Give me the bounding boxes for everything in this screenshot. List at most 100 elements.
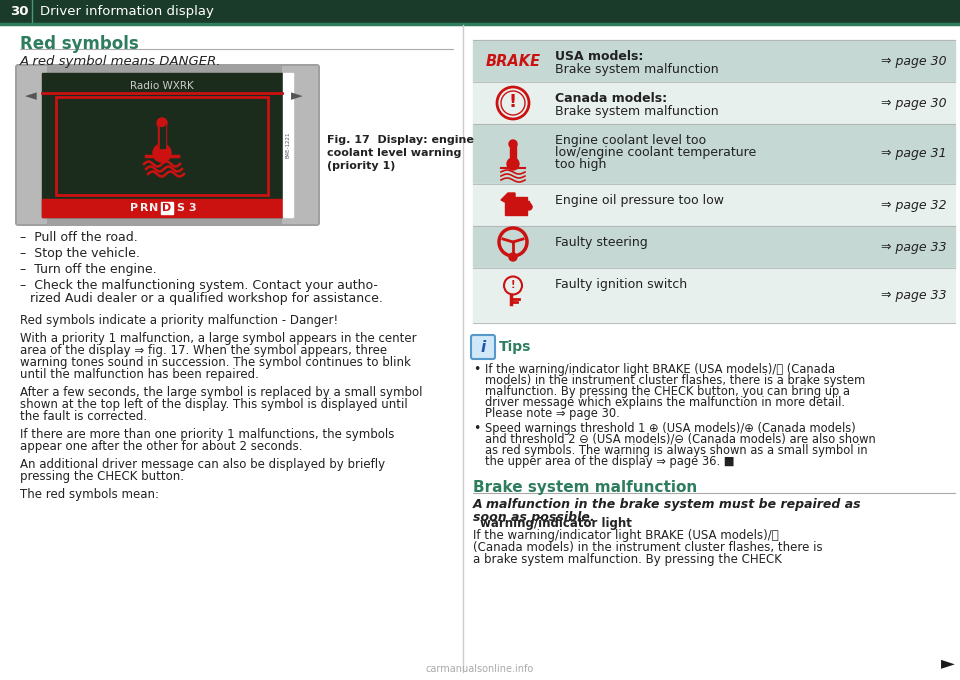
Text: !: ! xyxy=(511,279,516,290)
Text: P: P xyxy=(130,203,138,213)
Text: •: • xyxy=(473,422,480,435)
Text: soon as possible.: soon as possible. xyxy=(473,511,594,524)
Text: and threshold 2 ⊖ (USA models)/⊖ (Canada models) are also shown: and threshold 2 ⊖ (USA models)/⊖ (Canada… xyxy=(485,433,876,446)
Bar xyxy=(42,73,282,217)
FancyBboxPatch shape xyxy=(471,335,495,359)
Text: Driver information display: Driver information display xyxy=(40,5,214,18)
Text: ⇒ page 31: ⇒ page 31 xyxy=(881,148,947,160)
Text: After a few seconds, the large symbol is replaced by a small symbol: After a few seconds, the large symbol is… xyxy=(20,386,422,399)
Text: Speed warnings threshold 1 ⊕ (USA models)/⊕ (Canada models): Speed warnings threshold 1 ⊕ (USA models… xyxy=(485,422,855,435)
Text: (Canada models) in the instrument cluster flashes, there is: (Canada models) in the instrument cluste… xyxy=(473,541,823,554)
Text: malfunction. By pressing the CHECK button, you can bring up a: malfunction. By pressing the CHECK butto… xyxy=(485,385,850,398)
Text: Canada models:: Canada models: xyxy=(555,92,667,105)
Text: USA models:: USA models: xyxy=(555,50,643,63)
Text: –  Check the malfunctioning system. Contact your autho-: – Check the malfunctioning system. Conta… xyxy=(20,279,378,292)
Circle shape xyxy=(507,158,519,170)
Bar xyxy=(505,197,527,215)
Circle shape xyxy=(157,118,167,128)
Text: If the warning/indicator light BRAKE (USA models)/Ⓘ: If the warning/indicator light BRAKE (US… xyxy=(473,529,779,542)
Text: B4E-1221: B4E-1221 xyxy=(285,132,291,158)
Text: area of the display ⇒ fig. 17. When the symbol appears, three: area of the display ⇒ fig. 17. When the … xyxy=(20,344,387,357)
Circle shape xyxy=(153,144,171,162)
Text: a brake system malfunction. By pressing the CHECK: a brake system malfunction. By pressing … xyxy=(473,553,781,566)
Text: 3: 3 xyxy=(188,203,196,213)
Text: as red symbols. The warning is always shown as a small symbol in: as red symbols. The warning is always sh… xyxy=(485,444,868,457)
Text: ◄: ◄ xyxy=(25,88,36,103)
Text: driver message which explains the malfunction in more detail.: driver message which explains the malfun… xyxy=(485,396,845,409)
Text: warning tones sound in succession. The symbol continues to blink: warning tones sound in succession. The s… xyxy=(20,356,411,369)
Text: ⇒ page 30: ⇒ page 30 xyxy=(881,54,947,67)
Text: the upper area of the display ⇒ page 36. ■: the upper area of the display ⇒ page 36.… xyxy=(485,455,734,468)
Bar xyxy=(159,123,164,148)
Bar xyxy=(42,199,282,217)
Bar xyxy=(56,97,268,195)
FancyBboxPatch shape xyxy=(15,64,320,226)
Text: Please note ⇒ page 30.: Please note ⇒ page 30. xyxy=(485,407,620,420)
Text: ⇒ page 32: ⇒ page 32 xyxy=(881,199,947,211)
Text: the fault is corrected.: the fault is corrected. xyxy=(20,410,147,423)
Text: –  Stop the vehicle.: – Stop the vehicle. xyxy=(20,247,140,260)
Text: Red symbols indicate a priority malfunction - Danger!: Red symbols indicate a priority malfunct… xyxy=(20,314,338,327)
Bar xyxy=(161,202,173,214)
Text: models) in the instrument cluster flashes, there is a brake system: models) in the instrument cluster flashe… xyxy=(485,374,865,387)
Text: Engine oil pressure too low: Engine oil pressure too low xyxy=(555,194,724,207)
Text: until the malfunction has been repaired.: until the malfunction has been repaired. xyxy=(20,368,259,381)
Text: ⇒ page 33: ⇒ page 33 xyxy=(881,289,947,302)
Text: warning/indicator light: warning/indicator light xyxy=(480,517,632,530)
Text: An additional driver message can also be displayed by briefly: An additional driver message can also be… xyxy=(20,458,385,471)
Text: D: D xyxy=(162,203,172,213)
Bar xyxy=(0,0,960,23)
Text: With a priority 1 malfunction, a large symbol appears in the center: With a priority 1 malfunction, a large s… xyxy=(20,332,417,345)
Text: Faulty ignition switch: Faulty ignition switch xyxy=(555,278,687,291)
Text: !: ! xyxy=(509,93,517,111)
Text: Brake system malfunction: Brake system malfunction xyxy=(473,480,697,495)
Text: N: N xyxy=(150,203,158,213)
Bar xyxy=(510,144,516,164)
Text: shown at the top left of the display. This symbol is displayed until: shown at the top left of the display. Th… xyxy=(20,398,408,411)
Text: –  Pull off the road.: – Pull off the road. xyxy=(20,231,137,244)
Bar xyxy=(158,123,166,153)
Circle shape xyxy=(509,253,517,261)
Circle shape xyxy=(526,204,532,210)
Text: A red symbol means DANGER.: A red symbol means DANGER. xyxy=(20,55,222,68)
Bar xyxy=(473,226,955,268)
Text: Tips: Tips xyxy=(499,340,532,354)
Text: ⇒ page 30: ⇒ page 30 xyxy=(881,97,947,109)
Text: Faulty steering: Faulty steering xyxy=(555,236,648,249)
Text: •: • xyxy=(473,363,480,376)
Text: A malfunction in the brake system must be repaired as: A malfunction in the brake system must b… xyxy=(473,498,862,511)
Circle shape xyxy=(509,140,517,148)
Text: coolant level warning: coolant level warning xyxy=(327,148,462,158)
Text: Red symbols: Red symbols xyxy=(20,35,139,53)
Bar xyxy=(473,82,955,124)
Text: ⇒ page 33: ⇒ page 33 xyxy=(881,241,947,254)
Text: appear one after the other for about 2 seconds.: appear one after the other for about 2 s… xyxy=(20,440,302,453)
Text: ►: ► xyxy=(291,88,302,103)
Text: Brake system malfunction: Brake system malfunction xyxy=(555,105,719,118)
Bar xyxy=(473,40,955,82)
Text: 30: 30 xyxy=(10,5,29,18)
Text: carmanualsonline.info: carmanualsonline.info xyxy=(426,664,534,674)
Text: Fig. 17  Display: engine: Fig. 17 Display: engine xyxy=(327,135,474,145)
Text: too high: too high xyxy=(555,158,607,171)
Bar xyxy=(473,268,955,323)
Text: rized Audi dealer or a qualified workshop for assistance.: rized Audi dealer or a qualified worksho… xyxy=(30,292,383,305)
Text: low/engine coolant temperature: low/engine coolant temperature xyxy=(555,146,756,159)
Text: Radio WXRK: Radio WXRK xyxy=(131,81,194,91)
Text: i: i xyxy=(480,339,486,354)
Circle shape xyxy=(158,120,165,126)
Polygon shape xyxy=(526,201,532,207)
Text: Brake system malfunction: Brake system malfunction xyxy=(555,63,719,76)
Text: (priority 1): (priority 1) xyxy=(327,161,396,171)
Bar xyxy=(473,184,955,226)
Text: S: S xyxy=(176,203,184,213)
Text: BRAKE: BRAKE xyxy=(486,54,540,69)
Text: If there are more than one priority 1 malfunctions, the symbols: If there are more than one priority 1 ma… xyxy=(20,428,395,441)
Text: Engine coolant level too: Engine coolant level too xyxy=(555,134,707,147)
FancyBboxPatch shape xyxy=(17,66,47,224)
Text: pressing the CHECK button.: pressing the CHECK button. xyxy=(20,470,184,483)
FancyBboxPatch shape xyxy=(282,66,318,224)
Text: R: R xyxy=(140,203,148,213)
Text: The red symbols mean:: The red symbols mean: xyxy=(20,488,159,501)
Bar xyxy=(25,74,290,216)
